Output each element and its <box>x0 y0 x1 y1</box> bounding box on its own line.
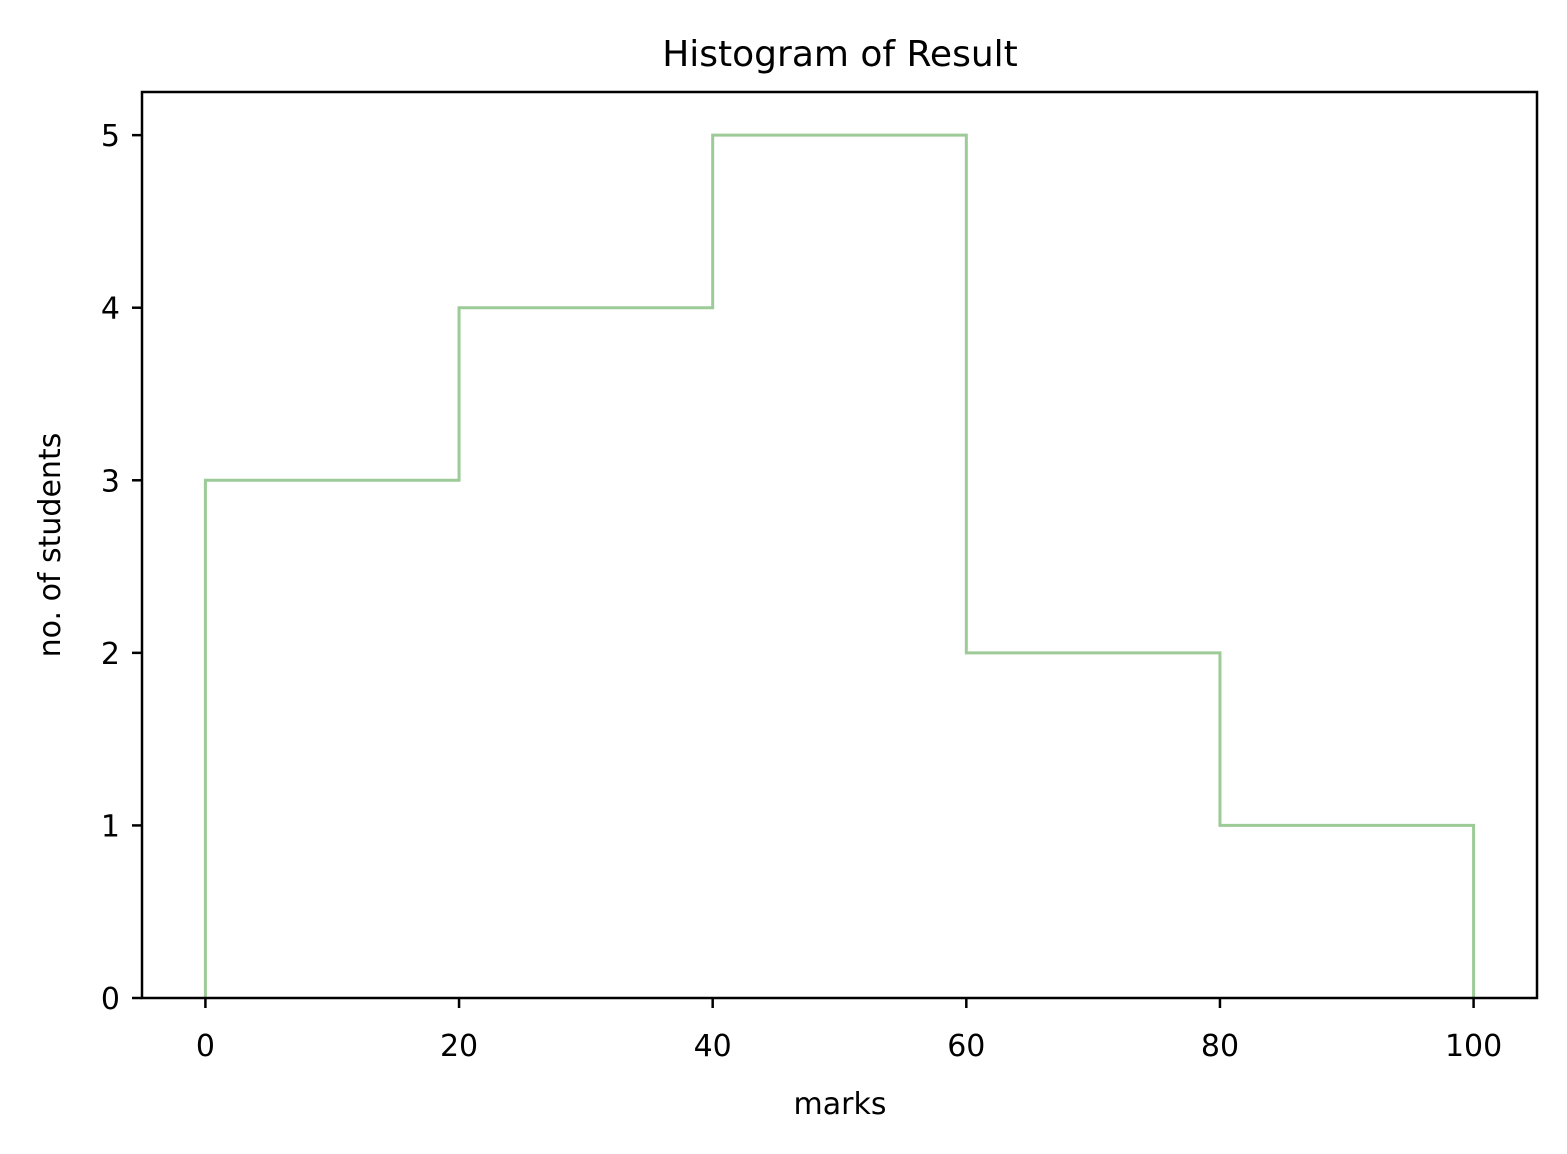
y-tick-label: 1 <box>101 809 120 844</box>
x-tick-label: 40 <box>694 1029 732 1064</box>
y-axis-title: no. of students <box>33 433 68 658</box>
y-tick-label: 5 <box>101 119 120 154</box>
plot-frame <box>140 90 1539 1000</box>
x-tick-label: 60 <box>947 1029 985 1064</box>
y-tick-label: 4 <box>101 292 120 327</box>
x-tick-label: 100 <box>1445 1029 1502 1064</box>
x-tick-label: 20 <box>440 1029 478 1064</box>
y-tick-label: 0 <box>101 982 120 1017</box>
y-tick-label: 2 <box>101 637 120 672</box>
x-axis-ticks: 0 20 40 60 80 100 <box>196 998 1502 1064</box>
plot-area <box>140 90 1539 1000</box>
y-tick-label: 3 <box>101 464 120 499</box>
chart-title: Histogram of Result <box>662 34 1018 75</box>
x-tick-label: 0 <box>196 1029 215 1064</box>
y-axis-ticks: 0 1 2 3 4 5 <box>101 119 142 1017</box>
x-axis-title: marks <box>794 1087 887 1122</box>
histogram-step-line <box>203 133 1476 998</box>
x-tick-label: 80 <box>1201 1029 1239 1064</box>
